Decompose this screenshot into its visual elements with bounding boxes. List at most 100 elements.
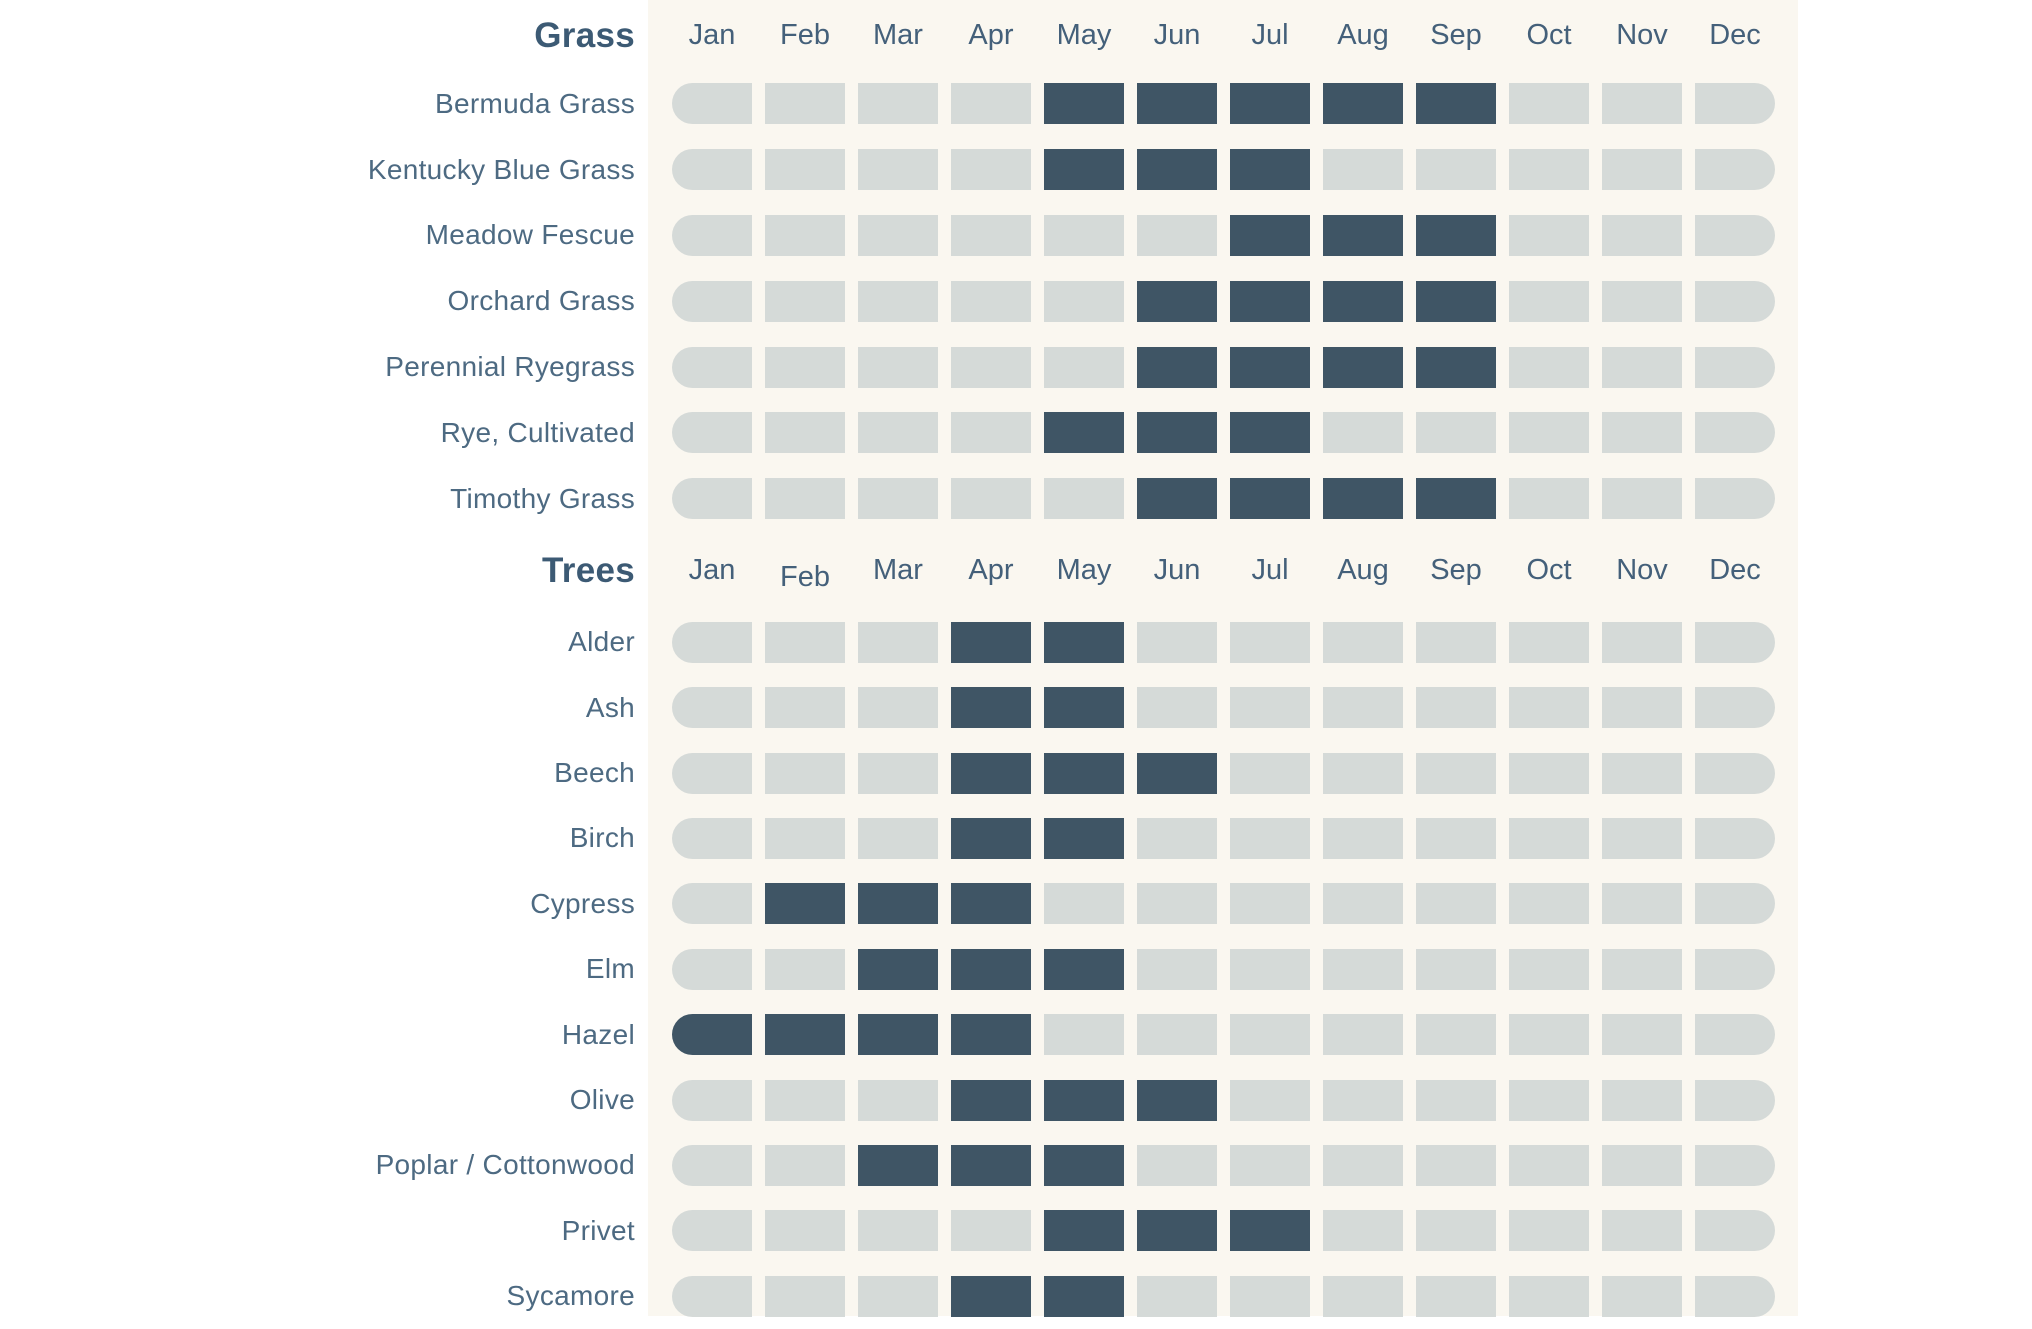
species-label: Poplar / Cottonwood [375, 1149, 635, 1181]
inactive-month-cell [765, 817, 845, 859]
inactive-month-cell [1416, 1210, 1496, 1252]
inactive-month-cell [1695, 1210, 1775, 1252]
inactive-month-cell [858, 1275, 938, 1317]
month-label: Aug [1337, 554, 1389, 587]
active-month-cell [1230, 214, 1310, 256]
inactive-month-cell [1416, 1144, 1496, 1186]
species-label: Bermuda Grass [435, 87, 635, 119]
inactive-month-cell [1416, 1275, 1496, 1317]
inactive-month-cell [858, 412, 938, 454]
inactive-month-cell [765, 346, 845, 388]
inactive-month-cell [672, 1079, 752, 1121]
month-cells [672, 752, 1775, 794]
inactive-month-cell [1695, 1014, 1775, 1056]
active-month-cell [1044, 752, 1124, 794]
month-label: Jun [1153, 554, 1201, 587]
month-label: Jan [688, 554, 736, 587]
grass-section: Grass Jan Feb Mar Apr May Jun Jul Aug Sep Oct Nov De… [0, 0, 2032, 532]
month-label: Jan [688, 19, 736, 51]
month-label: Feb [780, 561, 830, 594]
inactive-month-cell [1695, 621, 1775, 663]
month-label: Apr [968, 554, 1014, 587]
section-title: Grass [534, 15, 635, 55]
inactive-month-cell [1602, 1144, 1682, 1186]
active-month-cell [1230, 478, 1310, 520]
inactive-month-cell [1602, 817, 1682, 859]
month-label: Nov [1616, 554, 1668, 587]
inactive-month-cell [672, 1144, 752, 1186]
month-cells [672, 149, 1775, 191]
month-cells [672, 1079, 1775, 1121]
active-month-cell [1230, 149, 1310, 191]
active-month-cell [1230, 412, 1310, 454]
species-label: Alder [568, 626, 635, 658]
inactive-month-cell [1323, 412, 1403, 454]
inactive-month-cell [1416, 687, 1496, 729]
species-row: Bermuda Grass [0, 71, 2032, 137]
inactive-month-cell [765, 280, 845, 322]
inactive-month-cell [1323, 1144, 1403, 1186]
inactive-month-cell [1137, 687, 1217, 729]
active-month-cell [1044, 687, 1124, 729]
inactive-month-cell [1137, 1144, 1217, 1186]
inactive-month-cell [1137, 817, 1217, 859]
inactive-month-cell [1044, 346, 1124, 388]
inactive-month-cell [1230, 883, 1310, 925]
inactive-month-cell [1230, 1144, 1310, 1186]
month-label: Oct [1526, 19, 1572, 51]
inactive-month-cell [1602, 621, 1682, 663]
inactive-month-cell [1695, 948, 1775, 990]
inactive-month-cell [1323, 948, 1403, 990]
inactive-month-cell [1323, 1079, 1403, 1121]
active-month-cell [1137, 1079, 1217, 1121]
inactive-month-cell [1416, 752, 1496, 794]
inactive-month-cell [672, 280, 752, 322]
inactive-month-cell [1602, 83, 1682, 125]
inactive-month-cell [1137, 621, 1217, 663]
month-cells [672, 1275, 1775, 1317]
month-cells [672, 687, 1775, 729]
inactive-month-cell [1416, 621, 1496, 663]
inactive-month-cell [1509, 280, 1589, 322]
inactive-month-cell [1509, 752, 1589, 794]
month-cells [672, 948, 1775, 990]
species-label: Perennial Ryegrass [385, 351, 635, 383]
inactive-month-cell [672, 478, 752, 520]
active-month-cell [951, 948, 1031, 990]
active-month-cell [1137, 1210, 1217, 1252]
active-month-cell [1044, 412, 1124, 454]
inactive-month-cell [951, 280, 1031, 322]
inactive-month-cell [1323, 1014, 1403, 1056]
inactive-month-cell [1602, 412, 1682, 454]
inactive-month-cell [672, 1275, 752, 1317]
month-label: Mar [873, 19, 923, 51]
inactive-month-cell [1602, 752, 1682, 794]
species-row: Sycamore [0, 1263, 2032, 1328]
month-label: Dec [1709, 19, 1761, 51]
species-label: Hazel [561, 1018, 635, 1050]
species-row: Birch [0, 806, 2032, 871]
inactive-month-cell [1416, 817, 1496, 859]
section-title: Trees [542, 550, 635, 590]
inactive-month-cell [858, 346, 938, 388]
inactive-month-cell [1044, 214, 1124, 256]
active-month-cell [951, 1079, 1031, 1121]
inactive-month-cell [1695, 149, 1775, 191]
inactive-month-cell [765, 1210, 845, 1252]
species-row: Perennial Ryegrass [0, 334, 2032, 400]
active-month-cell [672, 1014, 752, 1056]
active-month-cell [1416, 346, 1496, 388]
inactive-month-cell [1509, 149, 1589, 191]
inactive-month-cell [1509, 83, 1589, 125]
inactive-month-cell [951, 1210, 1031, 1252]
species-label: Elm [585, 953, 635, 985]
month-cells [672, 883, 1775, 925]
active-month-cell [1416, 478, 1496, 520]
inactive-month-cell [1509, 1275, 1589, 1317]
inactive-month-cell [765, 478, 845, 520]
inactive-month-cell [1044, 478, 1124, 520]
inactive-month-cell [765, 214, 845, 256]
species-row: Beech [0, 740, 2032, 805]
active-month-cell [1416, 280, 1496, 322]
inactive-month-cell [1509, 1014, 1589, 1056]
